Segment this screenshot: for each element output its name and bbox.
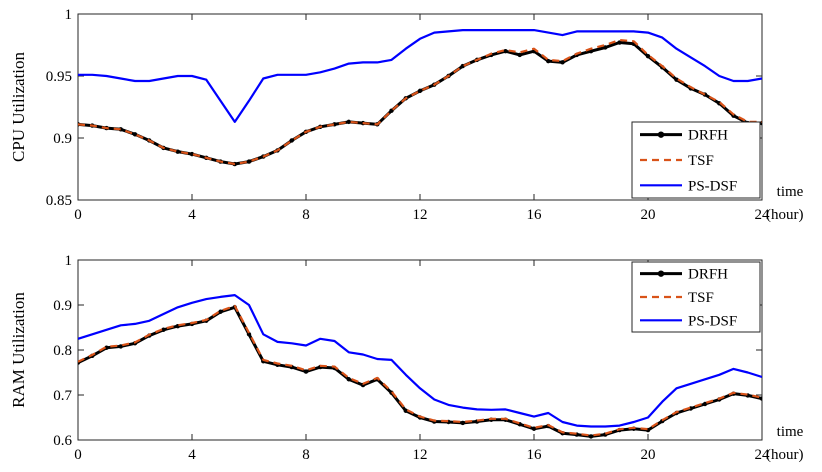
y-tick-label: 0.9 xyxy=(53,298,72,314)
x-tick-label: 24 xyxy=(755,447,771,463)
x-tick-label: 4 xyxy=(188,207,196,223)
y-tick-label: 0.7 xyxy=(53,388,72,404)
data-point-drfh xyxy=(517,52,522,58)
x-tick-label: 8 xyxy=(302,207,310,223)
data-point-drfh xyxy=(546,58,551,64)
data-point-drfh xyxy=(104,345,109,350)
x-tick-label: 0 xyxy=(74,447,82,463)
ram-utilization-chart: 0 4 8 12 16 20 24 0.6 0.7 0.8 0.9 1 RAM Utilization t… xyxy=(9,253,804,463)
legend-marker-drfh xyxy=(657,270,665,277)
data-point-drfh xyxy=(218,309,223,314)
data-point-drfh xyxy=(118,344,123,349)
data-point-drfh xyxy=(246,159,252,164)
y-tick-label: 0.9 xyxy=(53,131,72,147)
x-tick-label: 20 xyxy=(641,207,656,223)
legend: DRFH TSF PS-DSF xyxy=(631,261,761,333)
x-tick-label: 4 xyxy=(188,447,196,463)
data-point-drfh xyxy=(531,426,537,431)
cpu-utilization-chart: 0 4 8 12 16 20 24 0.85 0.9 0.95 1 CPU Utilization ti… xyxy=(9,7,804,223)
data-point-drfh xyxy=(560,60,565,65)
y-tick-label: 0.6 xyxy=(53,433,72,449)
series-line-ps-dsf xyxy=(78,29,762,124)
data-point-drfh xyxy=(389,108,394,113)
legend-marker-drfh xyxy=(657,131,665,138)
y-axis-title: CPU Utilization xyxy=(9,51,28,162)
data-point-drfh xyxy=(588,434,594,439)
data-point-drfh xyxy=(417,88,423,94)
data-point-drfh xyxy=(617,40,622,45)
data-point-drfh xyxy=(702,401,708,407)
legend-label-ps-dsf: PS-DSF xyxy=(688,178,737,194)
data-point-drfh xyxy=(303,369,309,374)
x-tick-label: 24 xyxy=(755,207,771,223)
y-tick-label: 1 xyxy=(65,253,73,269)
series-group xyxy=(78,29,762,167)
data-point-drfh xyxy=(503,49,508,54)
data-point-drfh xyxy=(460,420,465,426)
x-tick-label: 12 xyxy=(413,447,428,463)
legend-label-tsf: TSF xyxy=(688,290,714,306)
series-group xyxy=(78,294,762,439)
data-point-drfh xyxy=(161,327,166,332)
data-point-drfh xyxy=(645,53,651,59)
data-point-drfh xyxy=(403,408,408,413)
data-point-drfh xyxy=(289,138,294,143)
data-point-drfh xyxy=(132,132,138,137)
data-point-drfh xyxy=(759,396,762,401)
y-axis-title: RAM Utilization xyxy=(9,292,28,408)
x-axis-title-unit: (hour) xyxy=(766,207,804,223)
legend-label-ps-dsf: PS-DSF xyxy=(688,313,737,329)
x-tick-label: 20 xyxy=(641,447,656,463)
x-tick-label: 16 xyxy=(527,447,543,463)
series-line-ps-dsf xyxy=(78,294,762,428)
x-axis-title-time: time xyxy=(777,184,804,200)
x-axis-title-time: time xyxy=(777,424,804,440)
y-tick-label: 0.8 xyxy=(53,343,72,359)
y-tick-label: 0.85 xyxy=(46,193,72,209)
x-tick-label: 8 xyxy=(302,447,310,463)
data-point-drfh xyxy=(674,77,679,82)
y-tick-label: 0.95 xyxy=(46,69,72,85)
x-axis-title-unit: (hour) xyxy=(766,447,804,463)
x-tick-label: 0 xyxy=(74,207,82,223)
series-line-tsf xyxy=(78,304,762,437)
legend-label-drfh: DRFH xyxy=(688,267,728,283)
y-tick-label: 1 xyxy=(65,7,73,23)
x-tick-label: 12 xyxy=(413,207,428,223)
data-point-drfh xyxy=(346,119,351,125)
legend-label-tsf: TSF xyxy=(688,153,714,169)
legend: DRFH TSF PS-DSF xyxy=(631,121,761,199)
data-point-drfh xyxy=(346,377,351,382)
data-point-drfh xyxy=(175,149,180,154)
x-tick-label: 16 xyxy=(527,207,543,223)
legend-label-drfh: DRFH xyxy=(688,128,728,144)
